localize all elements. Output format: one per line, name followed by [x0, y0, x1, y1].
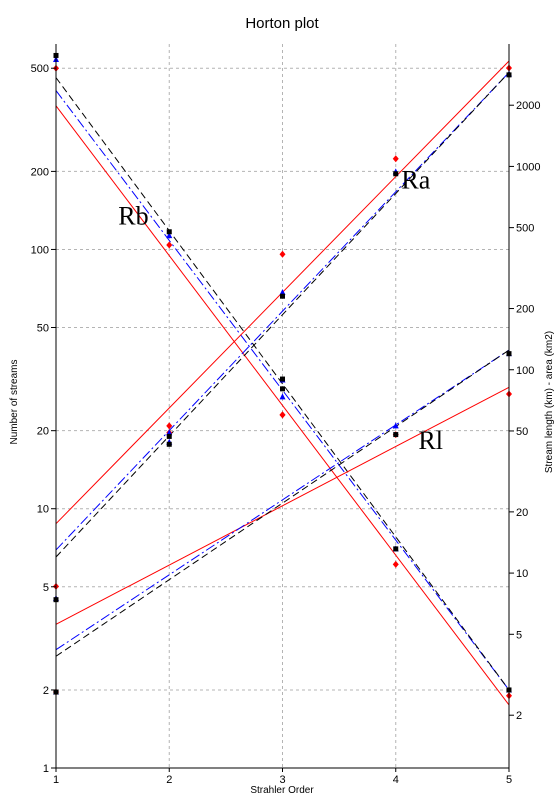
y2-tick-label: 500 [516, 223, 534, 235]
y2-tick-label: 1000 [516, 161, 540, 173]
y-tick-label: 50 [37, 322, 49, 334]
point-area-square [280, 293, 285, 299]
y2-tick-label: 10 [516, 568, 528, 580]
x-tick-label: 3 [279, 774, 285, 786]
point-bifurcation-square [166, 229, 172, 235]
annotations: Rb Ra Rl [118, 165, 443, 455]
annotation-rb: Rb [118, 201, 148, 230]
y-tick-label: 20 [37, 426, 49, 438]
x-tick-label: 4 [393, 774, 399, 786]
y-tick-label: 100 [31, 244, 49, 256]
point-length-square [393, 432, 399, 438]
x-tick-label: 1 [53, 774, 59, 786]
fit-line-area [55, 72, 510, 551]
point-area-diamond [279, 250, 286, 258]
fit-line-bifurcation [55, 90, 510, 691]
annotation-rl: Rl [418, 426, 443, 455]
point-area-diamond [392, 155, 399, 163]
y2-tick-label: 2 [516, 710, 522, 722]
y2-tick-label: 50 [516, 426, 528, 438]
axes [51, 44, 514, 772]
point-length-triangle [166, 429, 173, 436]
y2-tick-label: 200 [516, 304, 534, 316]
annotation-ra: Ra [401, 165, 430, 194]
point-bifurcation-diamond [166, 241, 173, 249]
y-tick-label: 2 [43, 685, 49, 697]
point-bifurcation-square [280, 386, 285, 392]
y-tick-label: 5 [43, 582, 49, 594]
fit-line-length [55, 349, 510, 651]
y2-tick-label: 5 [516, 629, 522, 641]
point-area-square [393, 171, 399, 177]
fit-line-bifurcation [55, 105, 510, 706]
y-tick-label: 1 [43, 763, 49, 775]
point-bifurcation-triangle [166, 232, 173, 239]
point-bifurcation-square [393, 546, 399, 552]
tick-labels: 1 2 3 4 5 1 2 5 10 20 50 100 200 500 2 5 10 20 50 100 200 500… [31, 63, 541, 786]
fit-line-bifurcation [55, 77, 510, 691]
chart-title: Horton plot [245, 15, 319, 32]
point-bifurcation-diamond [392, 560, 399, 568]
fit-line-area [55, 72, 510, 558]
x-tick-label: 2 [166, 774, 172, 786]
point-area-triangle [279, 288, 286, 295]
y-axis-label: Number of streams [9, 359, 20, 444]
point-bifurcation-triangle [279, 393, 286, 400]
fit-line-length [55, 386, 510, 625]
point-area-square [166, 441, 172, 447]
y-tick-label: 10 [37, 504, 49, 516]
y-tick-label: 500 [31, 63, 49, 75]
y2-tick-label: 100 [516, 365, 534, 377]
point-length-triangle [392, 422, 399, 429]
point-length-diamond [166, 422, 173, 430]
point-length-square [280, 376, 285, 382]
y2-tick-label: 20 [516, 507, 528, 519]
fit-line-length [55, 349, 510, 657]
y-tick-label: 200 [31, 166, 49, 178]
point-length-square [166, 433, 172, 439]
x-axis-label: Strahler Order [250, 785, 314, 795]
point-length-diamond [279, 411, 286, 419]
x-tick-label: 5 [506, 774, 512, 786]
y2-axis-label: Stream length (km) - area (km2) [544, 331, 555, 473]
y2-tick-label: 2000 [516, 100, 540, 112]
